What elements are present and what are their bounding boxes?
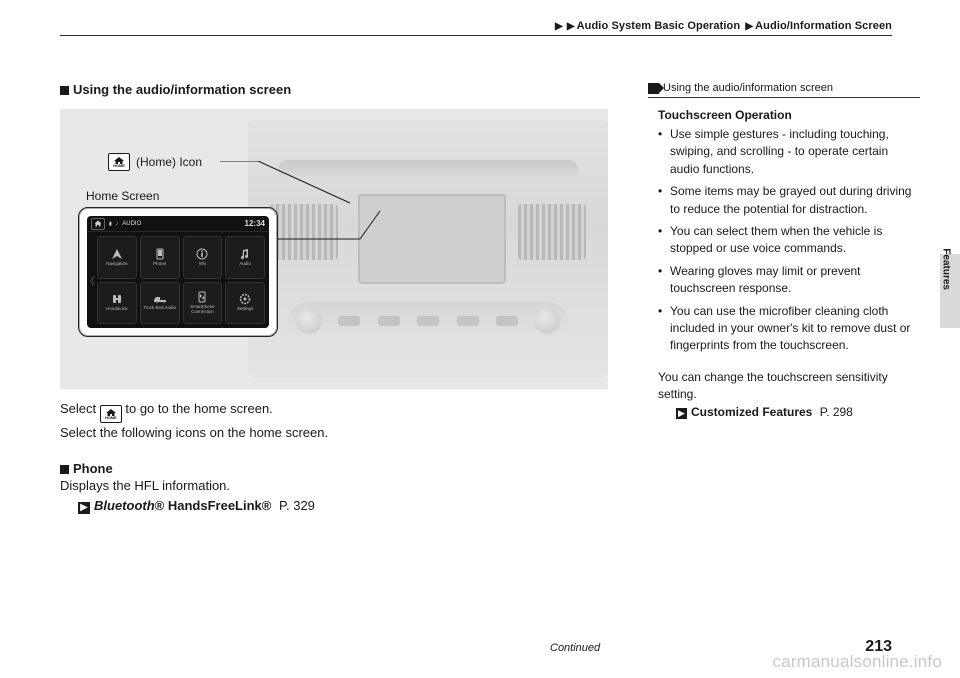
breadcrumb-a: Audio System Basic Operation [577, 20, 741, 32]
info-bullet: Wearing gloves may limit or prevent touc… [658, 263, 920, 298]
cell-info: Info [183, 236, 223, 279]
cell-audio: Audio [225, 236, 265, 279]
section-title-text: Using the audio/information screen [73, 82, 291, 97]
watermark: carmanualsonline.info [772, 652, 942, 672]
home-screen-grid: Navigation Phone Info [87, 232, 269, 328]
info-bullet-list: Use simple gestures - including touching… [658, 126, 920, 355]
info-head: Using the audio/information screen [648, 82, 920, 94]
side-tab: Features [941, 248, 952, 290]
callout-home-icon: HOME (Home) Icon [108, 153, 202, 171]
info-para: You can change the touchscreen sensitivi… [658, 369, 920, 404]
topbar-audio-label: AUDIO [122, 221, 141, 227]
info-xref-page: P. 298 [820, 405, 853, 419]
square-bullet-icon [60, 465, 69, 474]
body-line-2: Select the following icons on the home s… [60, 423, 608, 443]
home-screen-topbar: ▮ ♪ AUDIO 12:34 [87, 216, 269, 232]
topbar-audio-icon: ♪ [116, 221, 119, 227]
xref-arrow-icon: ▶ [676, 408, 687, 419]
info-bullet: Use simple gestures - including touching… [658, 126, 920, 178]
clock-text: 12:34 [245, 219, 265, 228]
callout-home-screen-text: Home Screen [86, 189, 159, 203]
home-icon-inline: HOME [100, 405, 122, 423]
section-title: Using the audio/information screen [60, 82, 608, 97]
cell-settings: Settings [225, 282, 265, 325]
phone-xref: ▶Bluetooth® HandsFreeLink® P. 329 [78, 498, 608, 514]
callout-home-screen: Home Screen [86, 189, 159, 203]
breadcrumb-arrow-icon: ▶ [555, 21, 563, 32]
cell-truck-bed-audio: Truck Bed Audio [140, 282, 180, 325]
left-column: Using the audio/information screen [60, 82, 608, 648]
cell-hondalink: HondaLink [97, 282, 137, 325]
phone-subhead-text: Phone [73, 461, 113, 476]
content-columns: Using the audio/information screen [60, 82, 920, 648]
figure-box: HOME (Home) Icon Home Screen [60, 109, 608, 389]
header-rule [60, 35, 892, 36]
manual-page: ▶▶Audio System Basic Operation ▶Audio/In… [0, 0, 960, 678]
info-xref: ▶ Customized Features P. 298 [676, 405, 920, 419]
breadcrumb-arrow-icon: ▶ [745, 21, 753, 32]
square-bullet-icon [60, 86, 69, 95]
info-head-text: Using the audio/information screen [663, 82, 833, 94]
home-screen-inner: ▮ ♪ AUDIO 12:34 Navigation [87, 216, 269, 328]
info-bullet: You can select them when the vehicle is … [658, 223, 920, 258]
home-screen-mock: ▮ ♪ AUDIO 12:34 Navigation [78, 207, 278, 337]
right-column: Using the audio/information screen Touch… [648, 82, 920, 648]
phone-desc: Displays the HFL information. [60, 476, 608, 496]
callout-line-home-screen [278, 209, 382, 269]
info-arrow-icon [648, 83, 659, 94]
dash-controls [288, 302, 568, 340]
topbar-spacer: ▮ [109, 221, 112, 227]
xref-bluetooth: Bluetooth [94, 498, 155, 513]
info-rule [648, 97, 920, 98]
cell-navigation: Navigation [97, 236, 137, 279]
breadcrumb-b: Audio/Information Screen [755, 20, 892, 32]
xref-page: P. 329 [279, 498, 315, 513]
vent-right [518, 204, 586, 260]
breadcrumb: ▶▶Audio System Basic Operation ▶Audio/In… [60, 20, 920, 32]
continued-label: Continued [550, 642, 600, 654]
info-bullet: You can use the microfiber cleaning clot… [658, 303, 920, 355]
info-xref-label: Customized Features [691, 405, 812, 419]
breadcrumb-arrow-icon: ▶ [567, 21, 575, 32]
xref-hfl: HandsFreeLink [164, 498, 262, 513]
home-icon [91, 218, 105, 230]
callout-home-icon-text: (Home) Icon [136, 155, 202, 169]
callout-line-home-icon [220, 161, 352, 205]
home-chip-text: HOME [113, 164, 125, 168]
info-bullet: Some items may be grayed out during driv… [658, 183, 920, 218]
phone-subhead: Phone [60, 461, 608, 476]
body-line-1: Select HOME to go to the home screen. [60, 399, 608, 423]
home-icon-chip: HOME [108, 153, 130, 171]
cell-smartphone-connection: Smartphone Connection [183, 282, 223, 325]
xref-arrow-icon: ▶ [78, 502, 90, 514]
cell-phone: Phone [140, 236, 180, 279]
info-title: Touchscreen Operation [658, 108, 920, 122]
